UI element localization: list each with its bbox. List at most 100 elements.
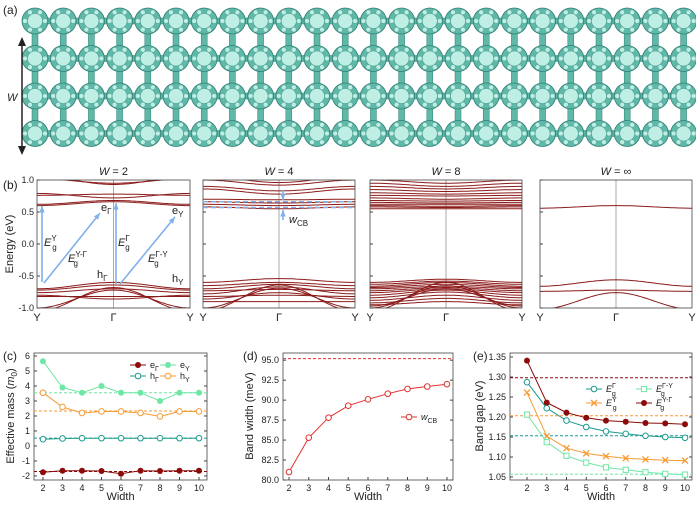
data-point xyxy=(583,414,590,421)
atom xyxy=(319,47,325,53)
atom xyxy=(488,64,494,70)
atom xyxy=(65,27,71,33)
cluster-inner xyxy=(619,88,636,104)
atom xyxy=(534,9,541,15)
linker xyxy=(454,70,462,85)
atom xyxy=(22,93,28,99)
atom xyxy=(591,84,597,90)
atom xyxy=(163,93,169,99)
data-point xyxy=(543,404,551,412)
arrow-EgGY xyxy=(119,216,176,285)
atom xyxy=(506,122,513,128)
data-point xyxy=(118,470,124,477)
label-part: m xyxy=(5,376,17,385)
atom xyxy=(460,139,466,145)
atom xyxy=(394,122,400,128)
atom xyxy=(111,139,118,145)
atom xyxy=(629,139,635,145)
linker xyxy=(88,107,95,122)
cluster-node xyxy=(416,82,444,110)
atom xyxy=(309,122,315,128)
cluster-node xyxy=(106,82,133,110)
data-point xyxy=(662,470,669,477)
atom xyxy=(337,27,343,33)
atom xyxy=(93,122,100,128)
cluster-inner xyxy=(562,13,579,29)
atom xyxy=(150,122,156,128)
atom xyxy=(521,55,528,62)
atom xyxy=(549,93,556,99)
cluster-node xyxy=(613,120,641,147)
x-tick-label: Y xyxy=(688,312,696,324)
y-tick-label: 1.25 xyxy=(488,392,506,402)
atom xyxy=(534,27,541,33)
x-tick-label: 6 xyxy=(365,483,370,493)
atom xyxy=(606,93,612,99)
data-point xyxy=(98,408,105,415)
linker xyxy=(595,70,603,85)
atom xyxy=(253,9,259,15)
band-4 xyxy=(37,192,190,199)
linker xyxy=(398,107,405,122)
cluster-node xyxy=(557,120,585,147)
cluster-node xyxy=(49,7,77,35)
atom xyxy=(219,130,226,137)
cluster-inner xyxy=(83,13,100,29)
atom xyxy=(106,130,113,137)
data-point xyxy=(176,434,183,442)
atom xyxy=(65,102,71,108)
atom xyxy=(529,93,536,99)
x-tick-label: 2 xyxy=(40,483,45,493)
atom xyxy=(140,9,146,15)
atom xyxy=(337,102,343,108)
cluster-inner xyxy=(591,50,607,67)
atom xyxy=(629,27,635,33)
atom xyxy=(196,9,202,15)
band-11 xyxy=(37,294,190,300)
y-tick-label: 4 xyxy=(25,381,30,391)
atom xyxy=(437,93,443,99)
atom xyxy=(121,64,128,70)
bands xyxy=(37,180,190,308)
cluster-node xyxy=(557,7,585,35)
atom xyxy=(647,27,654,33)
cluster-inner xyxy=(534,13,551,29)
atom xyxy=(544,27,551,33)
atom xyxy=(445,55,451,62)
atom xyxy=(224,64,231,70)
cluster-node xyxy=(331,7,359,35)
cluster-node xyxy=(388,7,416,35)
atom xyxy=(304,93,310,99)
atom xyxy=(432,102,438,108)
band-2 xyxy=(37,200,190,205)
atom xyxy=(248,130,254,137)
atom xyxy=(389,18,395,24)
band-subplot-3: Y Γ Y W = 8 xyxy=(366,166,526,324)
atom xyxy=(662,18,669,24)
panel-label-a: (a) xyxy=(3,3,18,17)
linker xyxy=(652,107,659,122)
data-point xyxy=(543,399,550,406)
y-axis-label: Effective mass (m0) xyxy=(5,368,19,463)
atom xyxy=(37,139,43,145)
atom xyxy=(375,84,382,90)
atom xyxy=(375,9,382,15)
atom xyxy=(93,84,100,90)
atom xyxy=(178,9,184,15)
atom xyxy=(332,55,338,62)
atom xyxy=(586,130,592,137)
x-tick-label: 4 xyxy=(79,483,84,493)
band-14 xyxy=(203,294,355,297)
atom xyxy=(65,47,71,53)
cluster-inner xyxy=(83,125,100,142)
atom xyxy=(437,130,443,137)
atom xyxy=(27,47,33,53)
cluster-inner xyxy=(478,88,495,104)
label-sub: Γ xyxy=(155,377,159,384)
cluster-inner xyxy=(280,13,297,29)
atom xyxy=(670,130,677,137)
cluster-inner xyxy=(450,125,466,142)
atom xyxy=(135,18,141,24)
atom xyxy=(347,64,353,70)
band-5 xyxy=(203,188,355,195)
